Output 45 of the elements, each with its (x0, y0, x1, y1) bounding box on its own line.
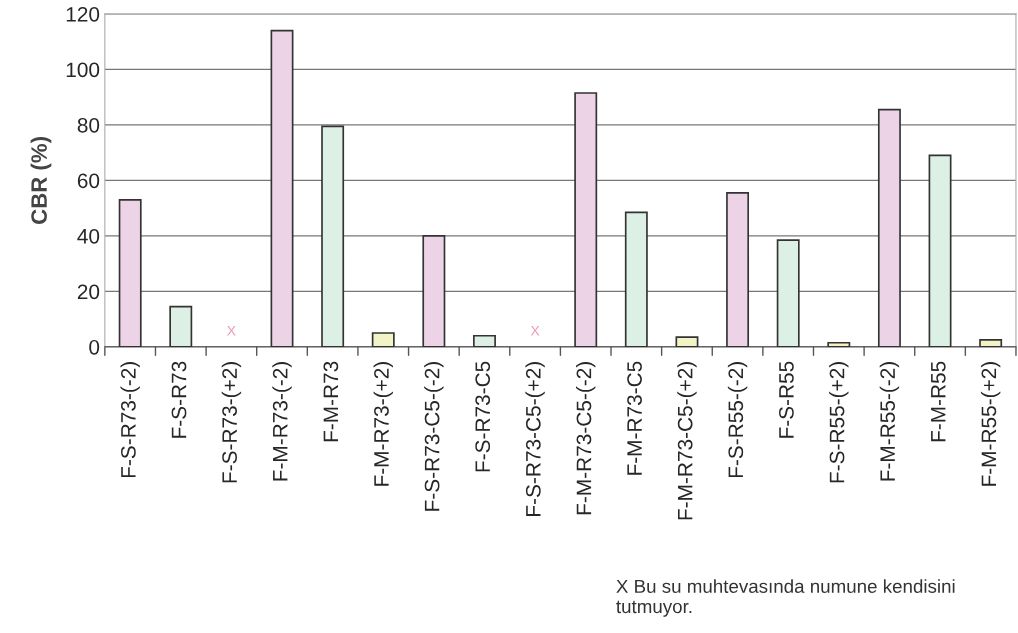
x-tick-label: F-M-R55-(-2) (879, 362, 900, 481)
bar (321, 125, 345, 347)
y-tick-label: 20 (77, 284, 100, 300)
y-tick-label: 60 (77, 173, 100, 189)
x-tick-label: F-M-R73-(-2) (272, 362, 292, 481)
x-tick-label: F-S-R73-(+2) (221, 362, 242, 483)
x-tick-label: F-S-R73-C5-(-2) (424, 362, 444, 511)
y-tick-label: 40 (77, 228, 100, 244)
y-tick-label: 0 (89, 339, 100, 355)
x-tick-label: F-M-R73-C5 (627, 361, 642, 475)
y-tick-label: 120 (66, 6, 100, 22)
x-tick-label: F-S-R73-C5 (475, 361, 491, 472)
x-tick-label: F-M-R73-(+2) (373, 362, 393, 486)
y-tick-label: 100 (66, 62, 100, 78)
x-tick-label: F-S-R73 (171, 361, 187, 438)
annotation: X (530, 325, 540, 336)
x-tick-label: F-S-R55-(+2) (829, 362, 849, 483)
x-tick-label: F-M-R55-(+2) (980, 362, 1001, 486)
bar (574, 92, 598, 347)
y-tick-label: 80 (77, 117, 100, 133)
bar (726, 192, 750, 347)
bar (928, 154, 952, 347)
x-tick-label: F-S-R73-(-2) (120, 362, 140, 478)
bar (118, 198, 142, 347)
x-tick-label: F-S-R55-(-2) (727, 362, 748, 478)
y-axis-title: CBR (%) (30, 137, 52, 224)
bar (877, 108, 901, 347)
x-tick-label: F-M-R73-C5-(-2) (576, 362, 596, 515)
bar (675, 336, 699, 347)
x-tick-label: F-M-R73 (323, 361, 339, 442)
x-tick-label: F-S-R55 (779, 361, 794, 438)
x-tick-label: F-M-R73-C5-(+2) (677, 362, 697, 520)
bar (827, 341, 851, 347)
bar (473, 334, 496, 347)
bar (979, 339, 1003, 347)
bar (270, 29, 294, 347)
bar (624, 211, 648, 347)
annotation: X (227, 325, 236, 336)
bar (776, 239, 800, 347)
bar (169, 305, 193, 347)
text: X Bu su muhtevasında numune kendisini tutmuyor. (616, 579, 955, 617)
bar (371, 332, 395, 347)
x-tick-label: F-M-R55 (931, 361, 946, 442)
bar (422, 235, 446, 347)
x-tick-label: F-S-R73-C5-(+2) (525, 362, 545, 516)
